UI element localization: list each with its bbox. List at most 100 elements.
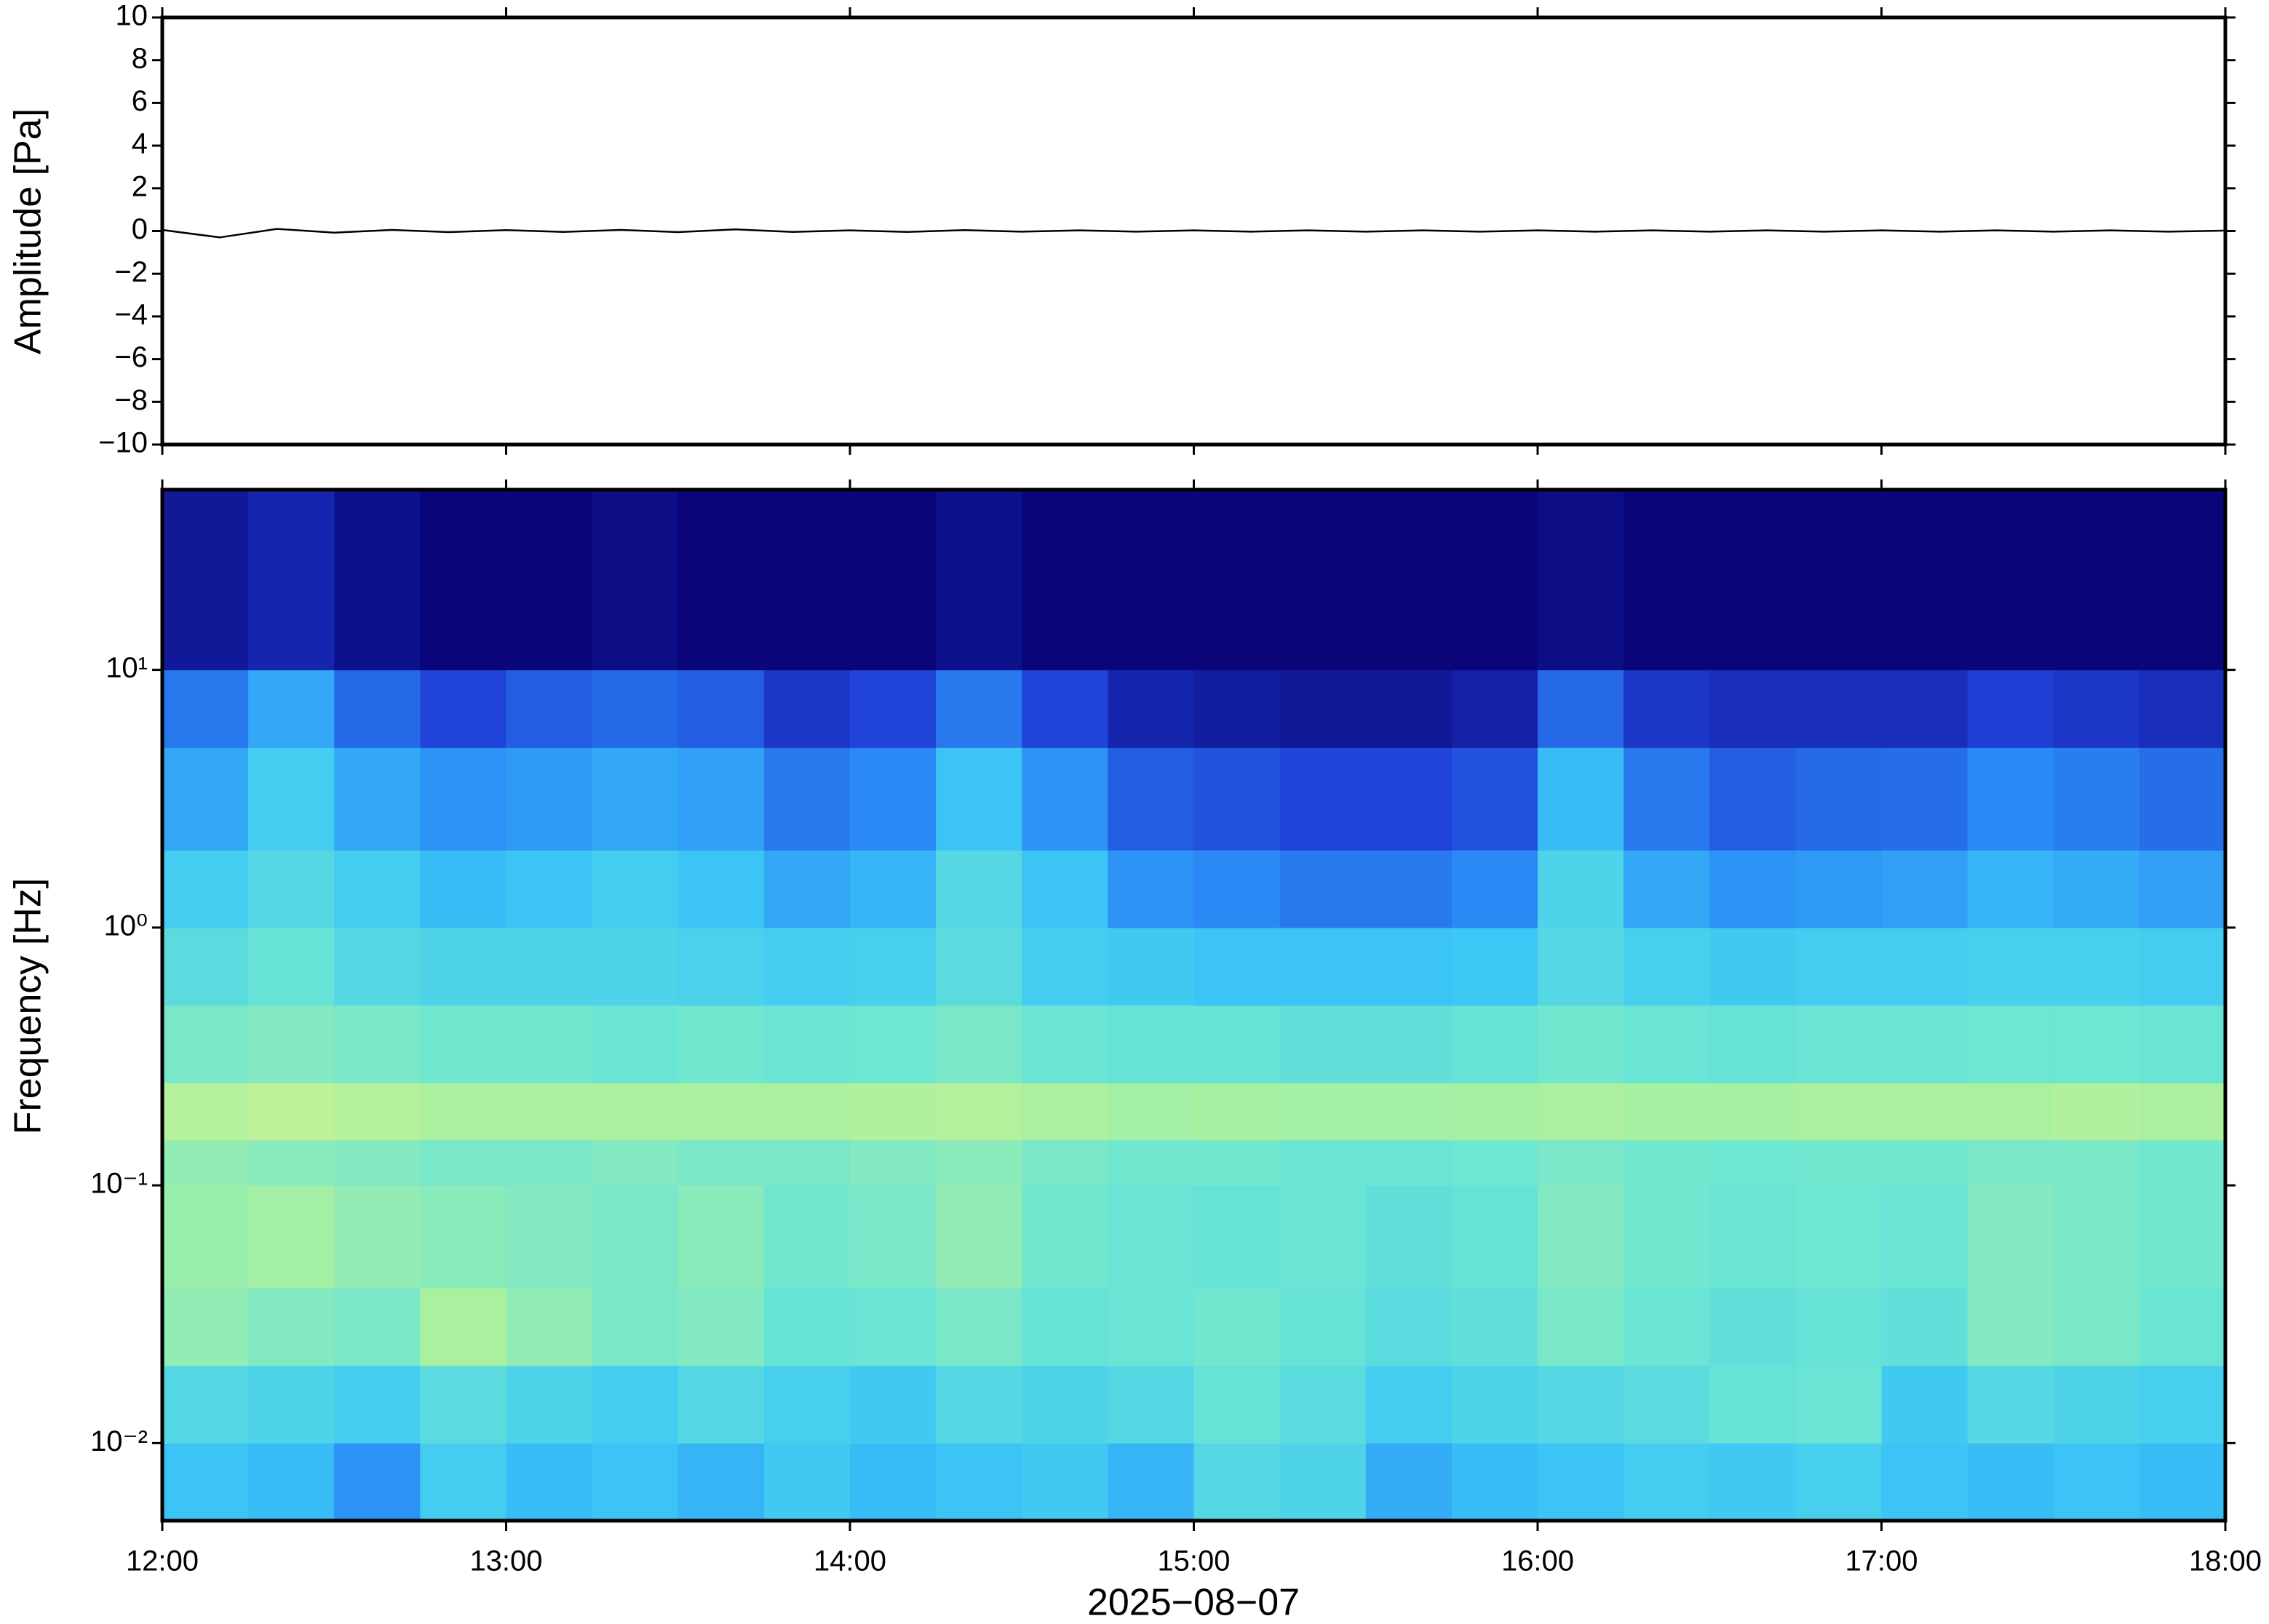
spectrogram-cell — [162, 1288, 249, 1366]
spectrogram-cell — [850, 927, 937, 1006]
spectrogram-cell — [506, 747, 593, 851]
spectrogram-cell — [1709, 1185, 1796, 1289]
spectrogram-cell — [1538, 747, 1624, 851]
spectrogram-cell — [248, 1185, 335, 1289]
spectrogram-cell — [2053, 1083, 2140, 1141]
spectrogram-cell — [2053, 1185, 2140, 1289]
spectrogram-cell — [334, 1365, 421, 1444]
spectrogram-cell — [248, 1365, 335, 1444]
spectrogram-cell — [162, 1185, 249, 1289]
spectrogram-cell — [1881, 1139, 1968, 1186]
spectrogram-cell — [1538, 850, 1624, 928]
spectrogram-cell — [420, 1083, 507, 1141]
spectrogram-cell — [850, 1185, 937, 1289]
spectrogram-cell — [2139, 747, 2226, 851]
spectrogram-cell — [1709, 1139, 1796, 1186]
x-axis-title: 2025−08−07 — [1087, 1582, 1300, 1624]
spectrogram-cell — [1709, 1083, 1796, 1141]
spectrogram-cell — [1108, 1005, 1195, 1083]
spectrogram-cell — [1624, 850, 1710, 928]
spectrogram-cell — [1108, 747, 1195, 851]
spectrogram-cell — [1022, 1083, 1108, 1141]
spectrogram-cell — [936, 669, 1022, 748]
spectrogram-cell — [1709, 1005, 1796, 1083]
spectrogram-cell — [162, 1083, 249, 1141]
spectrogram-cell — [1538, 669, 1624, 748]
spectrogram-cell — [1193, 1139, 1281, 1186]
spectrogram-cell — [248, 669, 335, 748]
spectrogram-cell — [677, 1083, 765, 1141]
spectrogram-cell — [1193, 927, 1281, 1006]
spectrogram-cell — [850, 1443, 937, 1521]
spectrogram-cell — [1795, 1005, 1883, 1083]
y-tick-label: −10 — [98, 427, 148, 459]
spectrogram-cell — [592, 669, 679, 748]
x-tick-label: 14:00 — [814, 1545, 886, 1577]
spectrogram-cell — [1022, 927, 1108, 1006]
spectrogram-cell — [677, 490, 765, 671]
y-axis-title: Frequency [Hz] — [7, 878, 49, 1135]
spectrogram-cell — [1193, 490, 1281, 671]
spectrogram-cell — [850, 1005, 937, 1083]
y-tick-label: −8 — [114, 384, 148, 416]
spectrogram-cell — [2053, 747, 2140, 851]
spectrogram-cell — [677, 1443, 765, 1521]
spectrogram-cell — [1624, 1083, 1710, 1141]
spectrogram-cell — [2139, 1288, 2226, 1366]
spectrogram-cell — [506, 1288, 593, 1366]
spectrogram-cell — [592, 1443, 679, 1521]
spectrogram-cell — [936, 1443, 1022, 1521]
spectrogram-cell — [936, 1365, 1022, 1444]
spectrogram-cell — [850, 669, 937, 748]
y-tick-label: 4 — [132, 128, 148, 160]
spectrogram-cell — [2139, 1185, 2226, 1289]
y-tick-label: 10 — [116, 0, 148, 32]
spectrogram-cell — [677, 927, 765, 1006]
spectrogram-cell — [1279, 850, 1367, 928]
spectrogram-cell — [1022, 669, 1108, 748]
spectrogram-cell — [677, 669, 765, 748]
spectrogram-cell — [334, 1443, 421, 1521]
spectrogram-cell — [592, 1083, 679, 1141]
spectrogram-cell — [162, 669, 249, 748]
spectrogram-cell — [420, 669, 507, 748]
spectrogram-cell — [1365, 1443, 1453, 1521]
x-tick-label: 16:00 — [1501, 1545, 1574, 1577]
spectrogram-cell — [763, 747, 851, 851]
spectrogram-cell — [1279, 1083, 1367, 1141]
spectrogram-cell — [850, 1288, 937, 1366]
spectrogram-cell — [936, 850, 1022, 928]
spectrogram-cell — [763, 1083, 851, 1141]
spectrogram-cell — [592, 1365, 679, 1444]
spectrogram-cell — [592, 747, 679, 851]
spectrogram-cell — [850, 1365, 937, 1444]
spectrogram-cell — [1451, 747, 1538, 851]
spectrogram-cell — [420, 490, 507, 671]
spectrogram-cell — [1022, 490, 1108, 671]
spectrogram-cell — [506, 1139, 593, 1186]
spectrogram-cell — [1538, 1005, 1624, 1083]
spectrogram-cell — [1108, 1139, 1195, 1186]
spectrogram-cell — [1881, 927, 1968, 1006]
spectrogram-cell — [1881, 1365, 1968, 1444]
spectrogram-cell — [1881, 1083, 1968, 1141]
y-tick-label: 10⁻¹ — [90, 1168, 148, 1200]
spectrogram-cell — [1795, 1083, 1883, 1141]
spectrogram-cell — [1624, 1139, 1710, 1186]
spectrogram-cell — [1624, 1365, 1710, 1444]
spectrogram-cell — [1451, 927, 1538, 1006]
spectrogram-cell — [1967, 1185, 2054, 1289]
spectrogram-cell — [592, 1139, 679, 1186]
spectrogram-cell — [1795, 1139, 1883, 1186]
spectrogram-cell — [2053, 1005, 2140, 1083]
x-tick-label: 17:00 — [1845, 1545, 1918, 1577]
spectrogram-cell — [1193, 747, 1281, 851]
spectrogram-cell — [677, 1365, 765, 1444]
x-tick-label: 12:00 — [126, 1545, 199, 1577]
spectrogram-cell — [2053, 1365, 2140, 1444]
spectrogram-cell — [162, 747, 249, 851]
spectrogram-cell — [1108, 1443, 1195, 1521]
spectrogram-cell — [1279, 1139, 1367, 1186]
spectrogram-cell — [1881, 1288, 1968, 1366]
